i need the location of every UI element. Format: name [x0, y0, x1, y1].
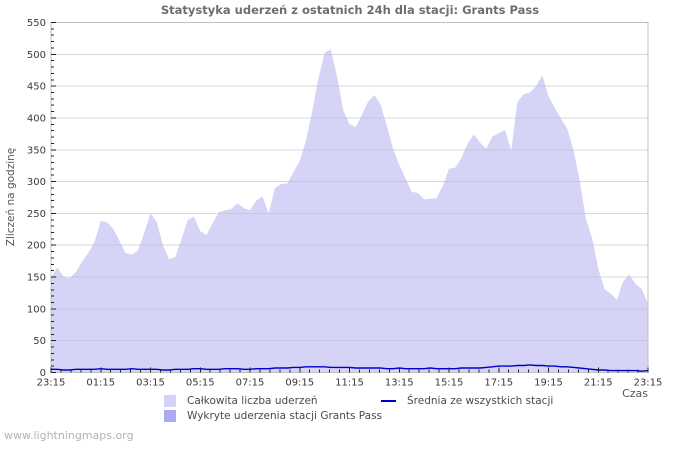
legend-entry-detected-strikes: Wykryte uderzenia stacji Grants Pass [164, 410, 382, 422]
svg-text:150: 150 [27, 273, 46, 284]
svg-text:11:15: 11:15 [335, 378, 364, 389]
svg-text:23:15: 23:15 [37, 378, 66, 389]
svg-text:400: 400 [27, 113, 46, 124]
svg-text:50: 50 [33, 336, 46, 347]
total-strikes-area [51, 49, 648, 373]
x-axis-title: Czas [622, 387, 648, 400]
svg-text:13:15: 13:15 [385, 378, 414, 389]
svg-text:250: 250 [27, 209, 46, 220]
watermark: www.lightningmaps.org [4, 429, 134, 442]
legend-entry-average-line: Średnia ze wszystkich stacji [381, 395, 553, 407]
legend-entry-total-strikes: Całkowita liczba uderzeń [164, 395, 318, 407]
legend-label-detected-strikes: Wykryte uderzenia stacji Grants Pass [187, 410, 383, 422]
svg-text:15:15: 15:15 [435, 378, 464, 389]
svg-text:03:15: 03:15 [136, 378, 165, 389]
svg-text:05:15: 05:15 [186, 378, 215, 389]
svg-text:21:15: 21:15 [584, 378, 613, 389]
y-axis-title: Zliczeń na godzinę [5, 147, 17, 247]
legend-swatch-total-strikes-icon [164, 395, 176, 407]
svg-text:01:15: 01:15 [86, 378, 115, 389]
legend-label-total-strikes: Całkowita liczba uderzeń [187, 395, 318, 407]
svg-text:200: 200 [27, 241, 46, 252]
svg-text:300: 300 [27, 177, 46, 188]
svg-text:23:15: 23:15 [634, 378, 663, 389]
legend-label-average-line: Średnia ze wszystkich stacji [407, 395, 554, 407]
svg-text:500: 500 [27, 50, 46, 61]
svg-text:17:15: 17:15 [484, 378, 513, 389]
legend-swatch-detected-strikes-icon [164, 410, 176, 422]
svg-text:450: 450 [27, 82, 46, 93]
chart-title: Statystyka uderzeń z ostatnich 24h dla s… [160, 3, 540, 17]
svg-text:0: 0 [40, 368, 46, 379]
svg-text:19:15: 19:15 [534, 378, 563, 389]
svg-text:100: 100 [27, 304, 46, 315]
legend-swatch-average-line-icon [381, 400, 396, 402]
axis-tick-labels: 0 50 100 150 200 250 300 350 400 450 500 550 23:15 01… [27, 18, 663, 389]
svg-text:09:15: 09:15 [285, 378, 314, 389]
axis-ticks [50, 22, 649, 373]
svg-text:350: 350 [27, 145, 46, 156]
svg-text:550: 550 [27, 18, 46, 29]
svg-text:07:15: 07:15 [236, 378, 265, 389]
